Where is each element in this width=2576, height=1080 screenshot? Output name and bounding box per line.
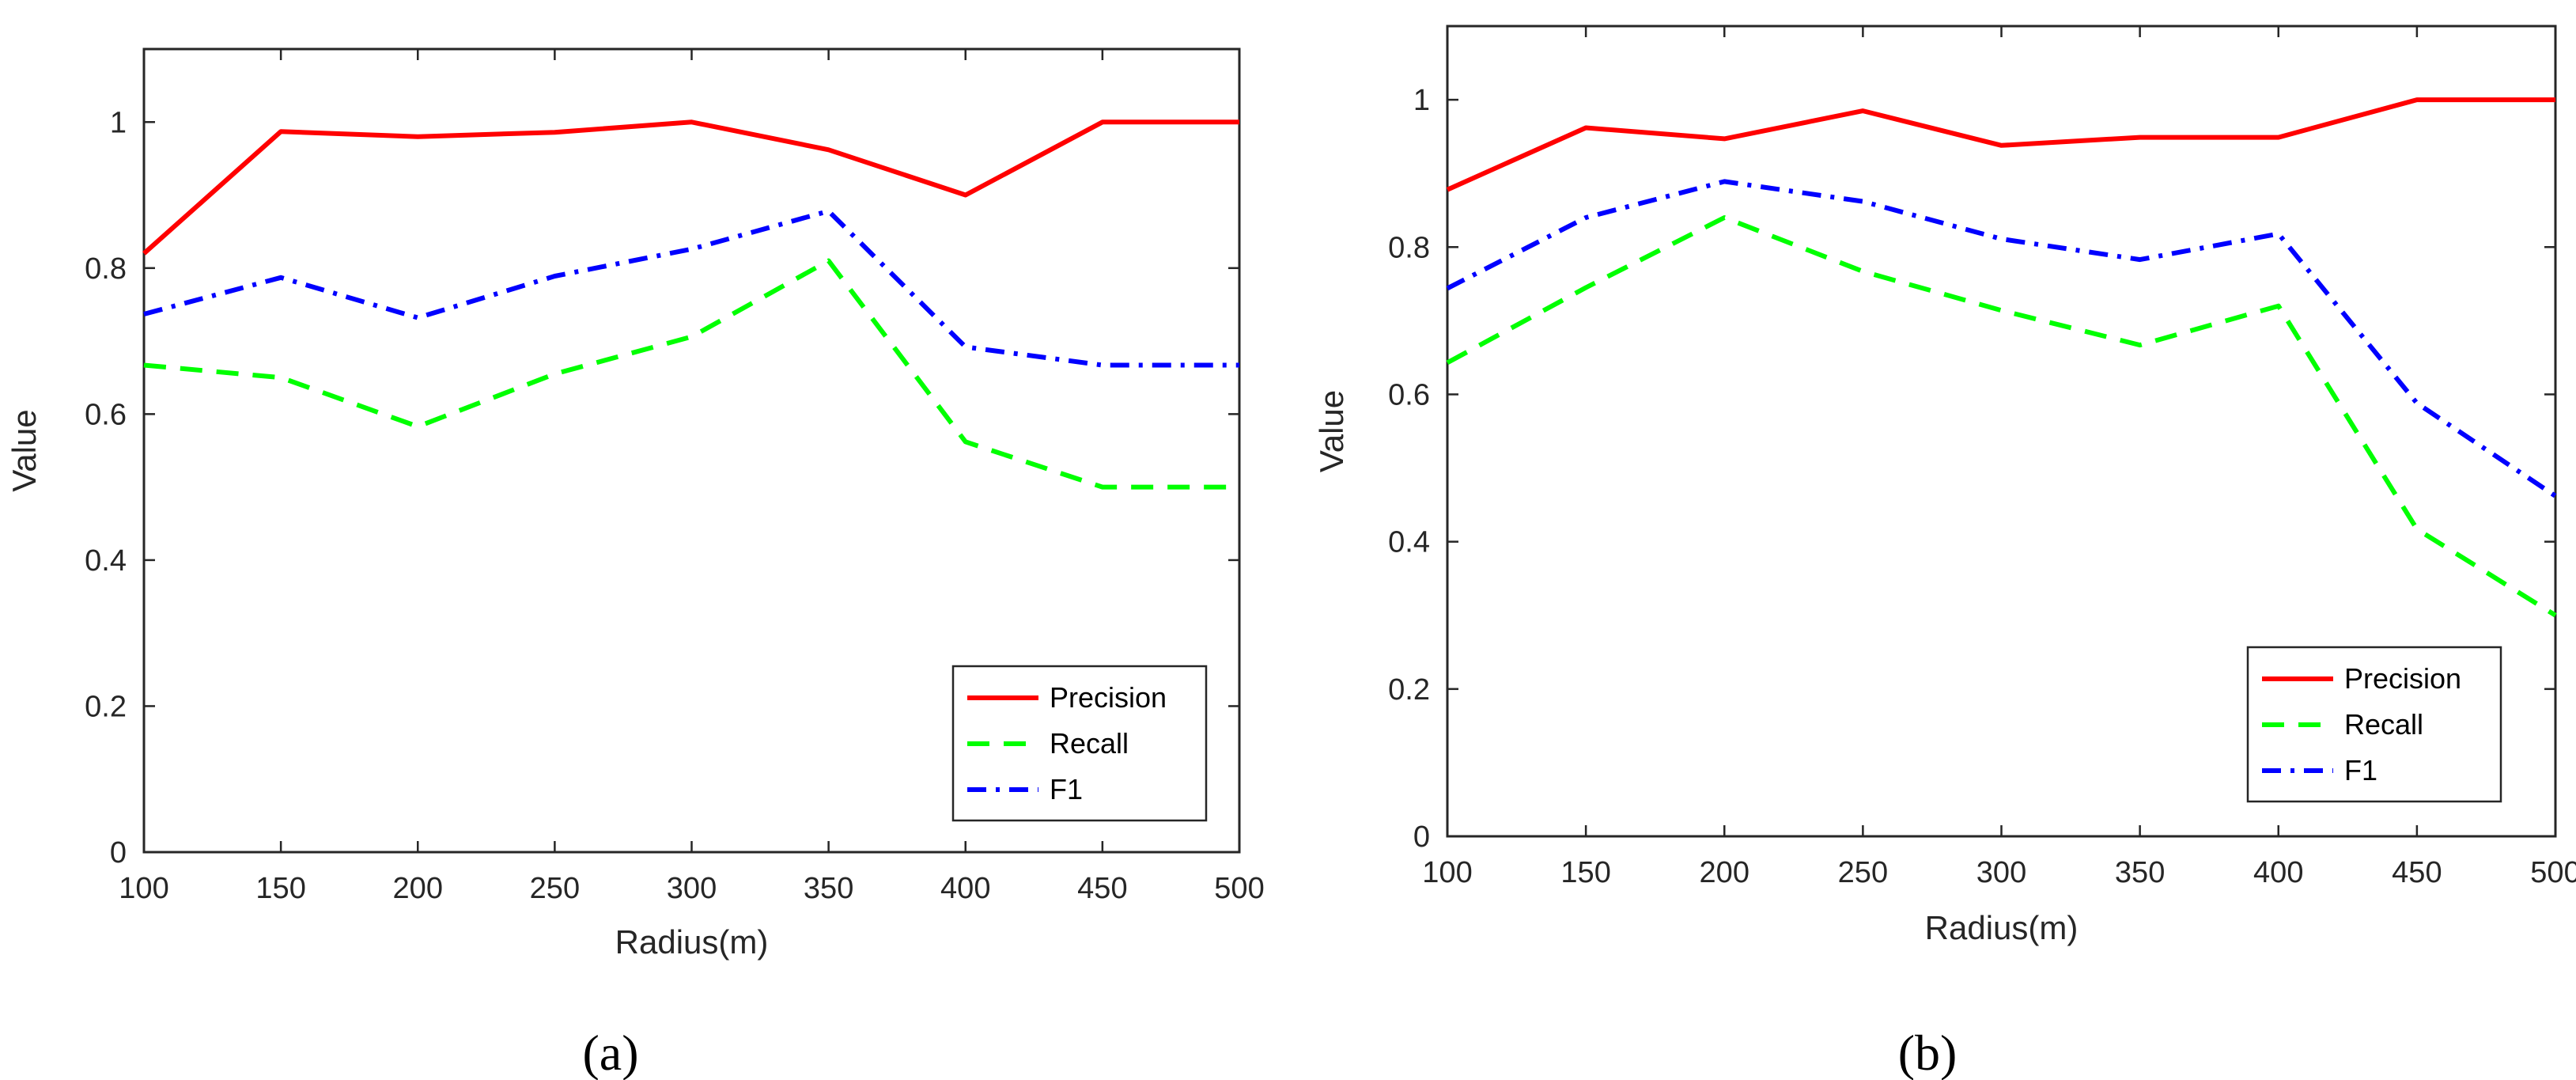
legend-label-recall: Recall	[2344, 708, 2423, 741]
x-tick-label: 450	[1077, 872, 1127, 905]
legend-label-precision: Precision	[1050, 681, 1167, 714]
x-tick-label: 500	[1214, 872, 1264, 905]
x-tick-label: 300	[667, 872, 717, 905]
legend-label-precision: Precision	[2344, 662, 2461, 695]
x-tick-label: 200	[1700, 856, 1749, 889]
x-tick-label: 200	[393, 872, 443, 905]
x-tick-label: 350	[2115, 856, 2165, 889]
chart-panel-a: 100 150 200 250 300 350 400 450 500 0 0.2 0.4 0.6 0.8…	[6, 47, 1265, 1080]
x-tick-label: 150	[255, 872, 305, 905]
y-tick-label: 0.8	[1388, 231, 1430, 264]
y-axis-title: Value	[1313, 390, 1350, 472]
y-tick-label: 0.6	[85, 398, 127, 431]
panel-label: (b)	[1898, 1025, 1958, 1080]
x-tick-label: 100	[119, 872, 168, 905]
y-tick-label: 0	[1413, 820, 1430, 854]
x-axis-title: Radius(m)	[1925, 909, 2079, 946]
y-tick-label: 0	[110, 836, 127, 870]
y-tick-label: 1	[1413, 84, 1430, 117]
x-tick-label: 300	[1976, 856, 2026, 889]
legend: Precision Recall F1	[951, 665, 1208, 822]
panel-label: (a)	[582, 1025, 638, 1080]
y-axis-title: Value	[6, 409, 43, 491]
series-line-precision	[1446, 97, 2555, 192]
y-tick-label: 0.4	[85, 544, 127, 578]
x-tick-label: 250	[1838, 856, 1888, 889]
y-tick-label: 0.6	[1388, 378, 1430, 411]
series-line-f1	[143, 208, 1239, 368]
series-line-f1	[1446, 179, 2557, 498]
y-tick-label: 0.8	[85, 252, 127, 286]
legend-label-f1: F1	[2344, 754, 2377, 786]
series-line-precision	[142, 119, 1239, 256]
x-tick-label: 400	[940, 872, 990, 905]
legend-box	[951, 665, 1208, 822]
x-tick-label: 500	[2530, 856, 2576, 889]
chart-panel-b: 100 150 200 250 300 350 400 450 500 0 0.2 0.4 0.6 0.8…	[1313, 25, 2576, 1080]
series-line-recall	[1446, 215, 2557, 618]
x-axis-title: Radius(m)	[615, 923, 769, 961]
y-tick-label: 0.4	[1388, 526, 1430, 559]
y-tick-label: 0.2	[85, 690, 127, 723]
x-tick-label: 100	[1422, 856, 1472, 889]
y-tick-label: 1	[110, 106, 127, 139]
x-tick-label: 400	[2253, 856, 2303, 889]
y-tick-label: 0.2	[1388, 673, 1430, 707]
legend: Precision Recall F1	[2246, 646, 2502, 803]
legend-box	[2246, 646, 2502, 803]
legend-label-f1: F1	[1050, 773, 1083, 805]
legend-label-recall: Recall	[1050, 727, 1129, 760]
series-line-recall	[143, 258, 1239, 490]
x-tick-label: 450	[2392, 856, 2442, 889]
x-tick-label: 250	[530, 872, 580, 905]
x-tick-label: 350	[804, 872, 853, 905]
x-tick-label: 150	[1560, 856, 1610, 889]
